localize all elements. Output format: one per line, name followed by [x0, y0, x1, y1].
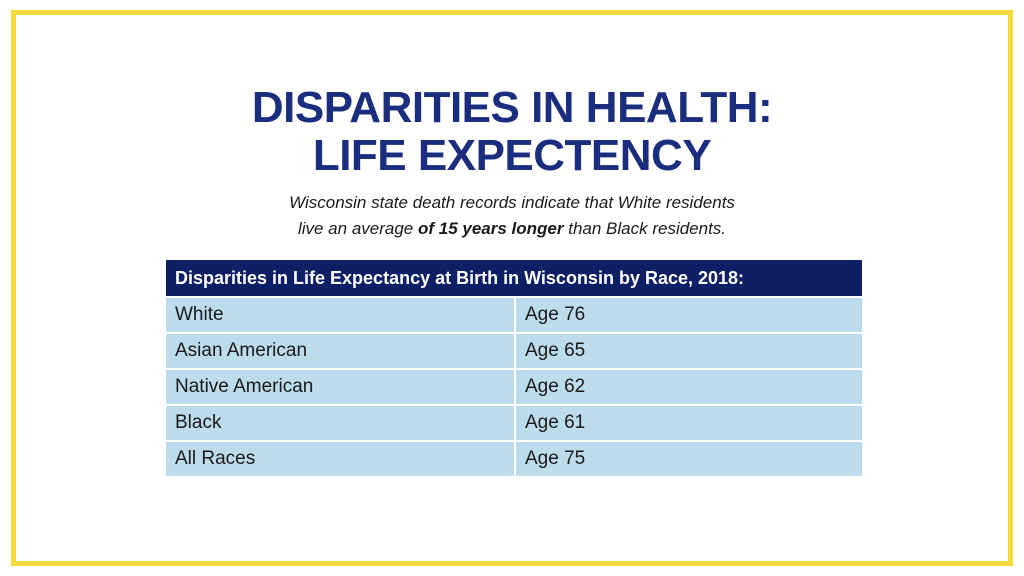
race-cell: Native American	[166, 369, 516, 406]
age-cell: Age 62	[515, 369, 862, 406]
race-cell: Black	[166, 405, 516, 442]
age-cell: Age 65	[515, 333, 862, 370]
age-cell: Age 75	[515, 441, 862, 478]
subtitle-line-2: live an average of 15 years longer than …	[0, 216, 1024, 242]
slide-subtitle: Wisconsin state death records indicate t…	[0, 190, 1024, 242]
subtitle-line-1: Wisconsin state death records indicate t…	[289, 193, 735, 212]
race-cell: All Races	[166, 441, 516, 478]
table-row: White Age 76	[166, 297, 862, 334]
table-header-row: Disparities in Life Expectancy at Birth …	[166, 260, 862, 298]
subtitle-text-after: than Black residents.	[563, 219, 727, 238]
table-row: Black Age 61	[166, 405, 862, 442]
age-cell: Age 76	[515, 297, 862, 334]
subtitle-text-before: live an average	[297, 219, 418, 238]
race-cell: Asian American	[166, 333, 516, 370]
table-row: All Races Age 75	[166, 441, 862, 478]
title-line-2: LIFE EXPECTENCY	[312, 131, 712, 180]
life-expectancy-table: Disparities in Life Expectancy at Birth …	[166, 260, 862, 478]
table-header: Disparities in Life Expectancy at Birth …	[166, 260, 862, 298]
slide-title: DISPARITIES IN HEALTH: LIFE EXPECTENCY	[0, 84, 1024, 180]
table-row: Native American Age 62	[166, 369, 862, 406]
race-cell: White	[166, 297, 516, 334]
title-line-1: DISPARITIES IN HEALTH:	[251, 83, 773, 132]
subtitle-emphasis: of 15 years longer	[417, 219, 564, 238]
table-row: Asian American Age 65	[166, 333, 862, 370]
age-cell: Age 61	[515, 405, 862, 442]
